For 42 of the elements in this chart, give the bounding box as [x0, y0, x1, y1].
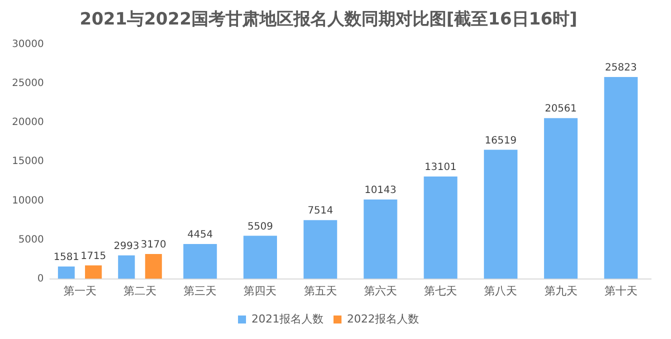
bar	[424, 176, 458, 279]
y-tick-label: 30000	[12, 38, 44, 50]
bar	[604, 77, 638, 279]
y-tick-label: 0	[37, 273, 44, 284]
y-tick-label: 15000	[12, 156, 44, 168]
x-tick-label: 第三天	[184, 284, 217, 298]
bar	[145, 254, 162, 279]
data-label: 25823	[605, 62, 637, 74]
data-label: 5509	[248, 221, 273, 232]
x-tick-label: 第五天	[304, 284, 337, 298]
bar	[364, 200, 398, 279]
data-label: 1581	[54, 252, 80, 264]
x-tick-label: 第八天	[484, 284, 518, 298]
data-label: 16519	[484, 135, 517, 146]
bar	[484, 150, 518, 279]
x-tick-label: 第六天	[364, 284, 397, 298]
data-label: 2993	[114, 241, 140, 252]
y-tick-label: 5000	[18, 234, 44, 246]
data-label: 1715	[80, 250, 106, 262]
y-tick-label: 10000	[12, 195, 44, 206]
bar	[183, 244, 217, 279]
data-label: 20561	[544, 104, 577, 115]
legend-label: 2021报名人数	[252, 312, 324, 326]
data-label: 7514	[308, 206, 334, 217]
x-tick-label: 第二天	[123, 284, 156, 298]
x-tick-label: 第七天	[424, 284, 458, 298]
bar	[85, 265, 102, 279]
data-label: 3170	[140, 240, 166, 251]
data-label: 13101	[424, 162, 456, 174]
chart-title: 2021与2022国考甘肃地区报名人数同期对比图[截至16日16时]	[80, 10, 578, 30]
x-tick-label: 第一天	[63, 284, 96, 298]
x-tick-label: 第九天	[544, 284, 578, 298]
x-tick-label: 第四天	[244, 284, 277, 298]
y-tick-label: 20000	[12, 117, 44, 128]
legend-label: 2022报名人数	[347, 312, 419, 326]
data-label: 10143	[364, 185, 396, 196]
bar	[544, 118, 578, 279]
y-tick-label: 25000	[12, 78, 44, 90]
x-tick-label: 第十天	[604, 284, 638, 298]
bar	[243, 236, 277, 279]
data-label: 4454	[187, 230, 213, 241]
bar	[304, 220, 338, 279]
